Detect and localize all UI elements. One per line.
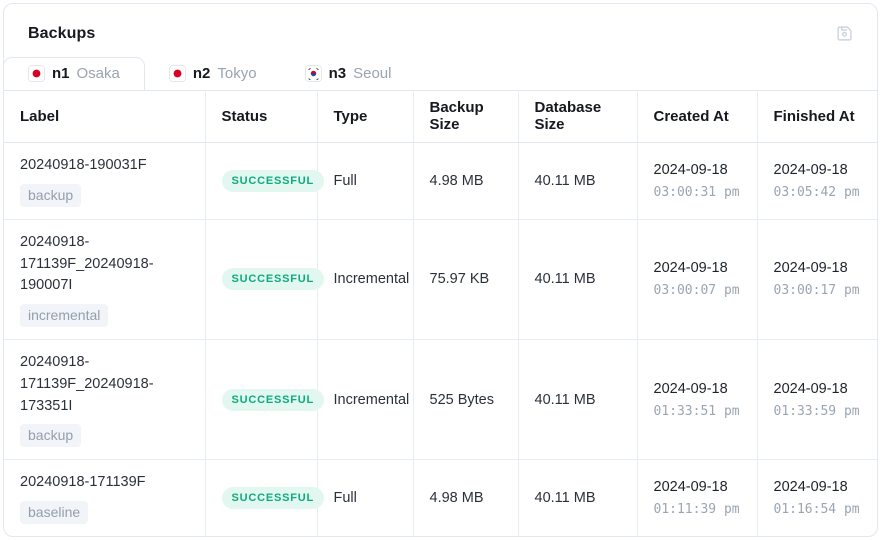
created-time: 01:33:51 pm	[653, 403, 740, 419]
column-header-backup-size: Backup Size	[413, 90, 519, 143]
backup-tag-badge: backup	[20, 424, 82, 448]
created-date: 2024-09-18	[653, 380, 728, 397]
tab-n1-osaka[interactable]: n1 Osaka	[4, 57, 145, 90]
backup-tag-badge: backup	[20, 183, 82, 207]
finished-date: 2024-09-18	[773, 161, 848, 178]
tab-location-label: Osaka	[76, 65, 120, 82]
backup-size: 4.98 MB	[413, 459, 519, 536]
database-size: 40.11 MB	[518, 339, 638, 461]
node-tabs: n1 Osaka n2 Tokyo n3 Seoul	[4, 57, 877, 90]
column-header-created-at: Created At	[637, 90, 758, 143]
tab-n3-seoul[interactable]: n3 Seoul	[281, 58, 416, 90]
tab-location-label: Seoul	[353, 65, 392, 82]
created-time: 03:00:07 pm	[653, 283, 740, 299]
created-date: 2024-09-18	[653, 260, 728, 277]
finished-time: 01:16:54 pm	[773, 502, 860, 518]
backup-type: Incremental	[317, 339, 414, 461]
created-time: 03:00:31 pm	[653, 184, 740, 200]
finished-date: 2024-09-18	[773, 380, 848, 397]
backup-type: Full	[317, 459, 414, 536]
backup-tag-badge: incremental	[20, 304, 109, 327]
save-icon[interactable]	[836, 25, 853, 42]
column-header-finished-at: Finished At	[757, 90, 877, 143]
south-korea-flag-icon	[304, 65, 322, 82]
status-badge: SUCCESSFUL	[221, 388, 325, 411]
backups-table: Label Status Type Backup Size Database S…	[4, 90, 877, 536]
column-header-database-size: Database Size	[518, 90, 638, 143]
japan-flag-icon	[28, 65, 45, 82]
table-row: 20240918-171139F baseline SUCCESSFUL Ful…	[4, 459, 877, 536]
finished-date: 2024-09-18	[773, 260, 848, 277]
card-header: Backups	[4, 4, 877, 57]
japan-flag-icon	[168, 65, 186, 82]
database-size: 40.11 MB	[518, 459, 638, 536]
created-date: 2024-09-18	[653, 479, 728, 496]
backup-label: 20240918-171139F_20240918-190007I	[20, 233, 154, 294]
finished-time: 01:33:59 pm	[773, 403, 860, 419]
database-size: 40.11 MB	[518, 142, 638, 220]
table-row: 20240918-171139F_20240918-173351I backup…	[4, 339, 877, 461]
finished-time: 03:00:17 pm	[773, 283, 860, 299]
column-header-label: Label	[4, 90, 206, 143]
status-badge: SUCCESSFUL	[221, 169, 325, 192]
status-badge: SUCCESSFUL	[221, 487, 325, 510]
table-row: 20240918-171139F_20240918-190007I increm…	[4, 219, 877, 341]
table-row: 20240918-190031F backup SUCCESSFUL Full …	[4, 142, 877, 220]
created-date: 2024-09-18	[653, 161, 728, 178]
backup-tag-badge: baseline	[20, 501, 89, 524]
backup-size: 75.97 KB	[413, 219, 519, 341]
status-badge: SUCCESSFUL	[221, 268, 325, 291]
backup-size: 525 Bytes	[413, 339, 519, 461]
finished-time: 03:05:42 pm	[773, 184, 860, 200]
column-header-status: Status	[205, 90, 318, 143]
created-time: 01:11:39 pm	[653, 502, 740, 518]
backups-card: Backups n1 Osaka n2 Tokyo	[3, 3, 878, 537]
backup-label: 20240918-171139F	[20, 474, 146, 491]
backup-label: 20240918-190031F	[20, 157, 147, 173]
tab-node-label: n1	[52, 65, 70, 82]
finished-date: 2024-09-18	[773, 479, 848, 496]
backup-type: Full	[317, 142, 414, 220]
column-header-type: Type	[317, 90, 414, 143]
database-size: 40.11 MB	[518, 219, 638, 341]
backup-type: Incremental	[317, 219, 414, 341]
tab-node-label: n2	[192, 65, 211, 82]
page-title: Backups	[28, 25, 96, 42]
backup-size: 4.98 MB	[413, 142, 519, 220]
tab-location-label: Tokyo	[217, 65, 257, 82]
backup-label: 20240918-171139F_20240918-173351I	[20, 354, 154, 414]
table-header-row: Label Status Type Backup Size Database S…	[4, 90, 877, 143]
tab-n2-tokyo[interactable]: n2 Tokyo	[145, 58, 281, 90]
tab-node-label: n3	[328, 65, 347, 82]
